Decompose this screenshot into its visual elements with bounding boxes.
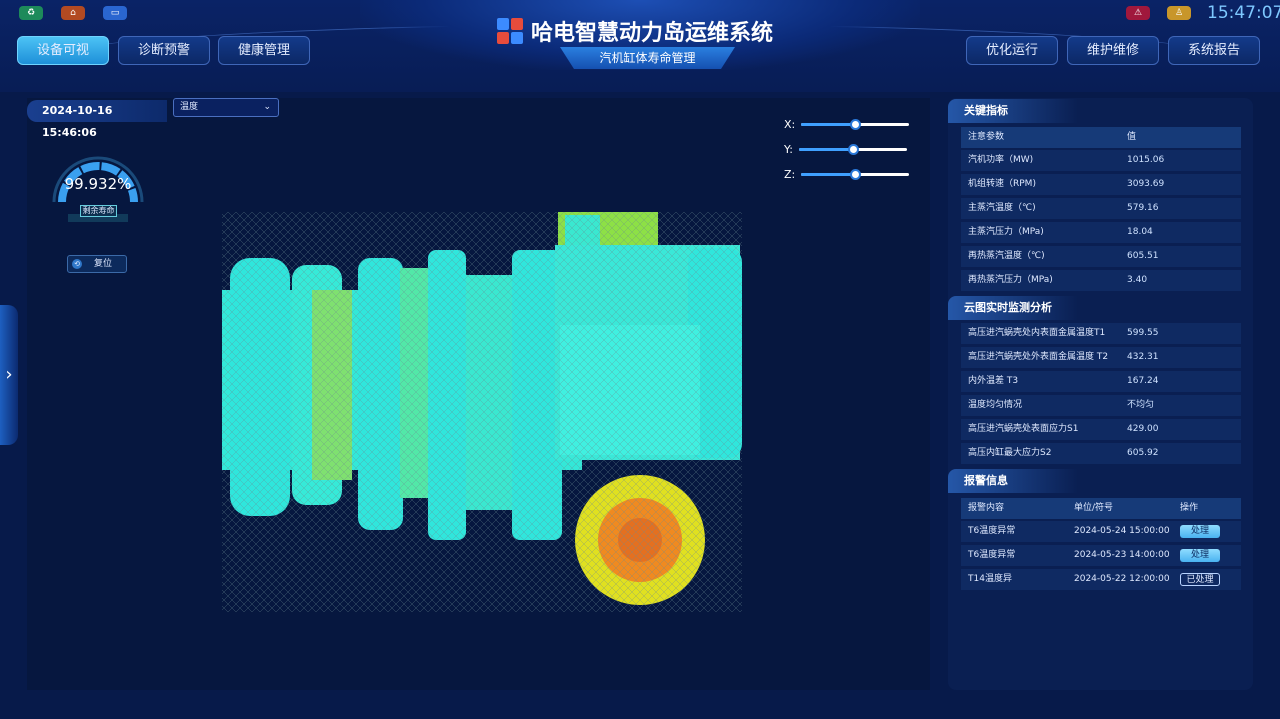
chevron-down-icon: ⌄ xyxy=(263,102,271,112)
param-value: 167.24 xyxy=(1127,376,1159,386)
table-row: T6温度异常 2024-05-24 15:00:00 处理 xyxy=(961,521,1241,542)
alarm-icon[interactable]: ⚠ xyxy=(1126,6,1150,20)
alarm-time: 2024-05-22 12:00:00 xyxy=(1074,574,1170,584)
param-value: 3093.69 xyxy=(1127,179,1165,189)
param-value: 605.92 xyxy=(1127,448,1159,458)
alarm-content: T6温度异常 xyxy=(968,526,1016,536)
cloud-analysis-title: 云图实时监测分析 xyxy=(948,296,1078,320)
table-row: 高压进汽蜗壳处外表面金属温度 T2 432.31 xyxy=(961,347,1241,368)
title-text: 哈电智慧动力岛运维系统 xyxy=(531,21,774,46)
3d-view-panel[interactable] xyxy=(27,98,930,690)
table-row: 高压内缸最大应力S2 605.92 xyxy=(961,443,1241,464)
handle-button[interactable]: 处理 xyxy=(1180,549,1220,562)
param-name: 温度均匀情况 xyxy=(968,400,1023,410)
table-row: 再热蒸汽压力（MPa) 3.40 xyxy=(961,270,1241,291)
alarm-info-title: 报警信息 xyxy=(948,469,1078,493)
param-name: 主蒸汽温度（℃) xyxy=(968,203,1036,213)
slider-label: Z: xyxy=(784,168,796,181)
param-value: 不均匀 xyxy=(1127,400,1155,410)
param-value: 599.55 xyxy=(1127,328,1159,338)
gauge-label: 剩余寿命 xyxy=(80,205,117,217)
chevron-right-icon: › xyxy=(5,364,13,385)
col-header: 值 xyxy=(1127,132,1137,142)
param-name: 汽机功率（MW) xyxy=(968,155,1034,165)
col-header: 单位/符号 xyxy=(1074,503,1114,513)
select-value: 温度 xyxy=(180,102,199,112)
param-name: 高压进汽蜗壳处表面应力S1 xyxy=(968,424,1079,434)
nav-diagnosis[interactable]: 诊断预警 xyxy=(118,36,210,65)
user-icon[interactable]: ♙ xyxy=(1167,6,1191,20)
clock: 15:47:07 xyxy=(1207,3,1280,23)
param-name: 再热蒸汽温度（℃) xyxy=(968,251,1045,261)
table-row: 再热蒸汽温度（℃) 605.51 xyxy=(961,246,1241,267)
home-icon[interactable]: ⌂ xyxy=(61,6,85,20)
handled-button[interactable]: 已处理 xyxy=(1180,573,1220,586)
gauge-value: 99.932% xyxy=(64,175,132,193)
recycle-icon[interactable]: ♻ xyxy=(19,6,43,20)
slider-z[interactable]: Z: xyxy=(784,168,910,181)
key-indicators-title: 关键指标 xyxy=(948,99,1078,123)
datetime-display: 2024-10-16 15:46:06 xyxy=(27,100,167,139)
table-row: 内外温差 T3 167.24 xyxy=(961,371,1241,392)
param-value: 1015.06 xyxy=(1127,155,1165,165)
col-header: 注意参数 xyxy=(968,132,1005,142)
table-row: 汽机功率（MW) 1015.06 xyxy=(961,150,1241,171)
slider-label: X: xyxy=(784,118,796,131)
nav-report[interactable]: 系统报告 xyxy=(1168,36,1260,65)
param-name: 高压内缸最大应力S2 xyxy=(968,448,1052,458)
page-subtitle: 汽机缸体寿命管理 xyxy=(560,47,735,69)
side-expand-toggle[interactable]: › xyxy=(0,305,18,445)
monitor-icon[interactable]: ▭ xyxy=(103,6,127,20)
nav-optimize[interactable]: 优化运行 xyxy=(966,36,1058,65)
param-value: 579.16 xyxy=(1127,203,1159,213)
col-header: 报警内容 xyxy=(968,503,1005,513)
param-value: 432.31 xyxy=(1127,352,1159,362)
reset-icon: ⟲ xyxy=(72,259,82,269)
nav-health[interactable]: 健康管理 xyxy=(218,36,310,65)
param-value: 18.04 xyxy=(1127,227,1153,237)
turbine-cylinder-model[interactable] xyxy=(27,98,930,690)
logo-icon xyxy=(497,18,523,44)
table-row: 机组转速（RPM) 3093.69 xyxy=(961,174,1241,195)
reset-button[interactable]: ⟲ 复位 xyxy=(67,255,127,273)
right-panel xyxy=(948,98,1253,690)
alarm-time: 2024-05-24 15:00:00 xyxy=(1074,526,1170,536)
table-row: T6温度异常 2024-05-23 14:00:00 处理 xyxy=(961,545,1241,566)
alarm-content: T14温度异 xyxy=(968,574,1012,584)
alarm-content: T6温度异常 xyxy=(968,550,1016,560)
table-row: 高压进汽蜗壳处内表面金属温度T1 599.55 xyxy=(961,323,1241,344)
field-select[interactable]: 温度 ⌄ xyxy=(173,98,279,117)
param-name: 再热蒸汽压力（MPa) xyxy=(968,275,1053,285)
app-title: 哈电智慧动力岛运维系统 xyxy=(497,15,773,47)
handle-button[interactable]: 处理 xyxy=(1180,525,1220,538)
slider-x[interactable]: X: xyxy=(784,118,910,131)
param-value: 605.51 xyxy=(1127,251,1159,261)
table-row: 主蒸汽压力（MPa) 18.04 xyxy=(961,222,1241,243)
param-name: 高压进汽蜗壳处外表面金属温度 T2 xyxy=(968,352,1109,362)
nav-maintenance[interactable]: 维护维修 xyxy=(1067,36,1159,65)
param-name: 机组转速（RPM) xyxy=(968,179,1036,189)
table-row: 高压进汽蜗壳处表面应力S1 429.00 xyxy=(961,419,1241,440)
slider-label: Y: xyxy=(784,143,793,156)
param-value: 429.00 xyxy=(1127,424,1159,434)
param-name: 内外温差 T3 xyxy=(968,376,1019,386)
col-header: 操作 xyxy=(1180,503,1199,513)
table-row: T14温度异 2024-05-22 12:00:00 已处理 xyxy=(961,569,1241,590)
param-value: 3.40 xyxy=(1127,275,1148,285)
table-header: 注意参数 值 xyxy=(961,127,1241,148)
reset-label: 复位 xyxy=(94,259,113,269)
alarm-time: 2024-05-23 14:00:00 xyxy=(1074,550,1170,560)
table-row: 温度均匀情况 不均匀 xyxy=(961,395,1241,416)
slider-y[interactable]: Y: xyxy=(784,143,907,156)
table-row: 主蒸汽温度（℃) 579.16 xyxy=(961,198,1241,219)
nav-device-visual[interactable]: 设备可视 xyxy=(17,36,109,65)
table-header: 报警内容 单位/符号 操作 xyxy=(961,498,1241,519)
param-name: 主蒸汽压力（MPa) xyxy=(968,227,1044,237)
param-name: 高压进汽蜗壳处内表面金属温度T1 xyxy=(968,328,1106,338)
life-gauge xyxy=(52,156,144,222)
